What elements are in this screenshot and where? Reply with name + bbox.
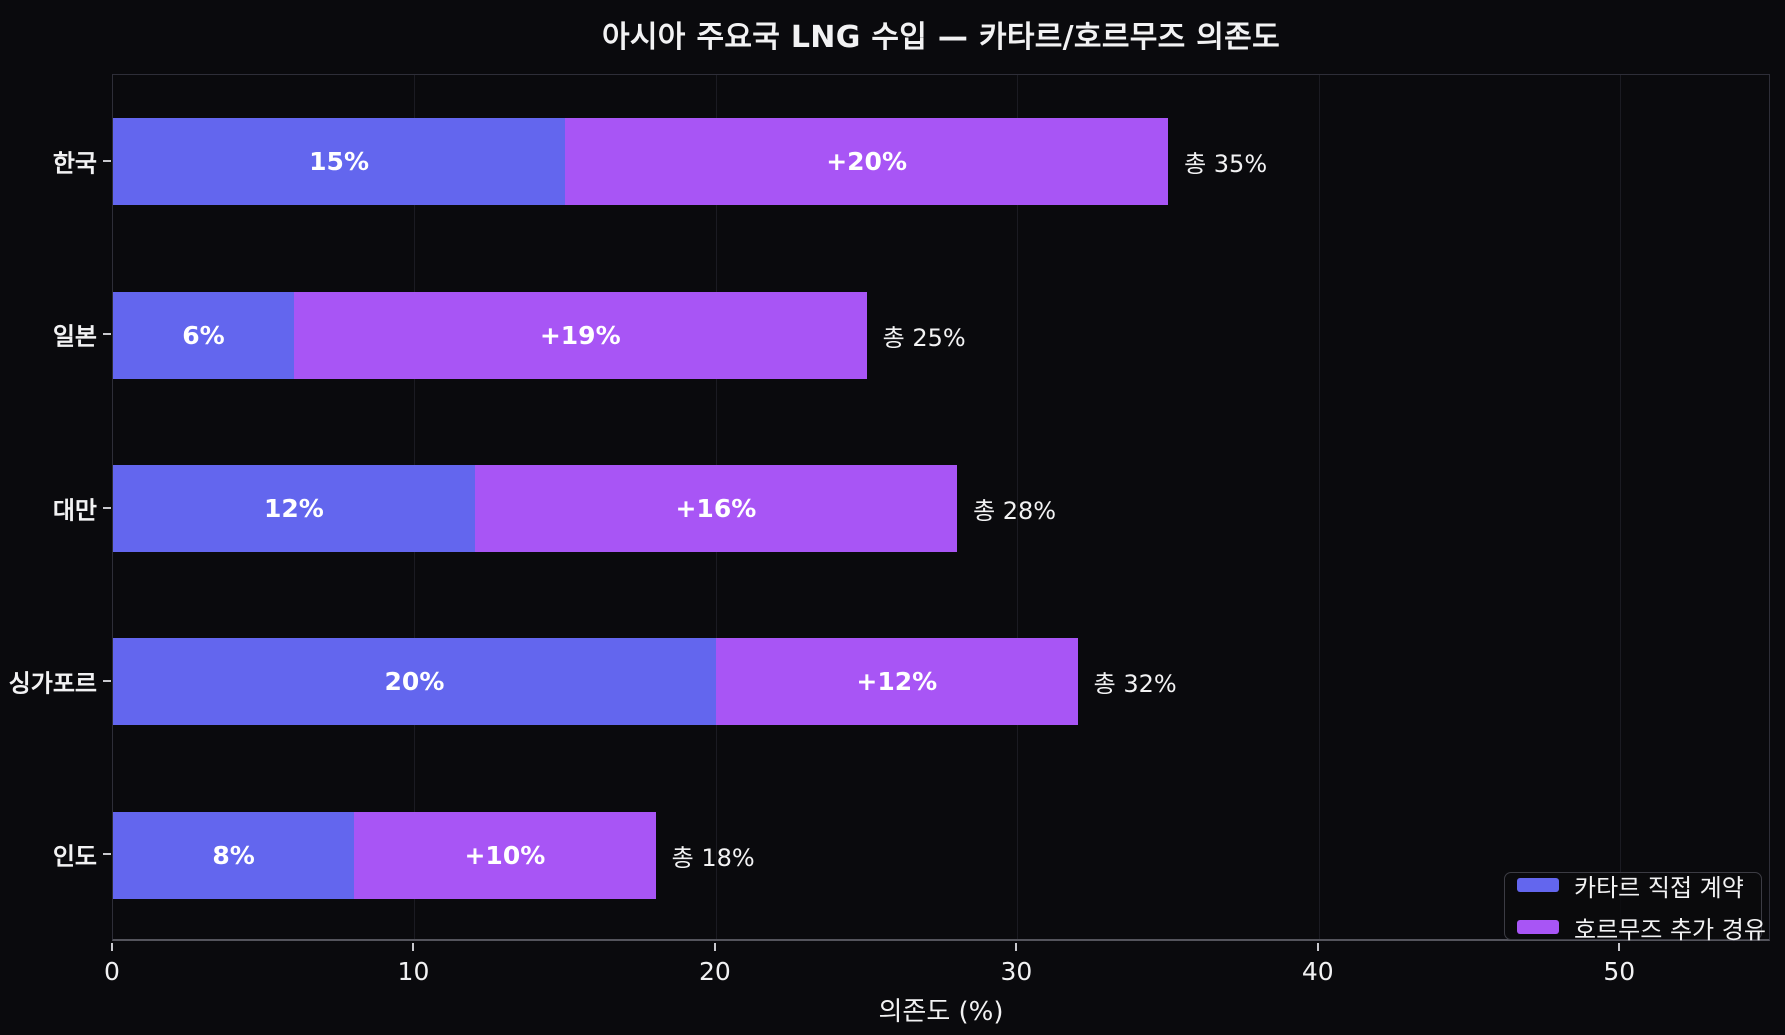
bar-row-4: 8% +10% 총 18% xyxy=(113,811,1769,899)
gridline-50 xyxy=(1620,75,1622,939)
bar-value-label: 12% xyxy=(263,494,324,523)
y-category-label-1: 일본 xyxy=(52,322,97,351)
y-category-label-3: 싱가포르 xyxy=(8,669,97,698)
x-tick-label-20: 20 xyxy=(699,957,731,986)
bar-segment-qatar-direct: 8% xyxy=(113,811,355,899)
bar-segment-hormuz-transit: +10% xyxy=(354,811,656,899)
bar-segment-qatar-direct: 12% xyxy=(113,465,475,552)
y-tick-0 xyxy=(103,159,111,162)
bar-value-label: 20% xyxy=(384,667,445,697)
bar-value-label: +16% xyxy=(675,494,757,523)
bar-segment-qatar-direct: 15% xyxy=(113,118,566,206)
y-category-label-4: 인도 xyxy=(52,842,97,871)
legend-item-qatar-direct: 카타르 직접 계약 xyxy=(1517,868,1749,903)
bar-segment-qatar-direct: 6% xyxy=(113,291,294,379)
legend-item-hormuz-transit: 호르무즈 추가 경유 xyxy=(1517,910,1766,945)
x-tick-label-30: 30 xyxy=(1000,957,1033,986)
y-category-label-0: 한국 xyxy=(52,149,97,178)
legend-label-qatar-direct: 카타르 직접 계약 xyxy=(1574,873,1744,902)
y-tick-4 xyxy=(103,853,111,856)
y-category-label-2: 대만 xyxy=(52,496,97,524)
plot-area: 15% +20% 총 35% 6% +19% 총 25% 12% +16% 총 28% 20% +1… xyxy=(112,74,1770,941)
bar-segment-hormuz-transit: +16% xyxy=(474,465,958,552)
y-tick-2 xyxy=(103,506,111,509)
x-tick-label-40: 40 xyxy=(1301,957,1334,986)
legend-label-hormuz-transit: 호르무즈 추가 경유 xyxy=(1574,915,1766,944)
bar-value-label: +19% xyxy=(539,320,621,350)
legend-swatch-qatar-direct xyxy=(1517,878,1559,892)
x-tick-0 xyxy=(111,943,113,951)
x-tick-20 xyxy=(713,943,716,951)
bar-segment-hormuz-transit: +19% xyxy=(293,291,867,379)
bar-value-label: 6% xyxy=(182,320,225,350)
total-label: 총 18% xyxy=(671,843,755,872)
gridline-30 xyxy=(1017,75,1019,939)
legend-swatch-hormuz-transit xyxy=(1517,920,1559,934)
x-tick-40 xyxy=(1316,943,1319,951)
x-tick-10 xyxy=(412,943,415,951)
bar-value-label: +20% xyxy=(826,147,908,177)
bar-row-0: 15% +20% 총 35% xyxy=(113,118,1769,206)
x-tick-label-0: 0 xyxy=(104,957,120,986)
total-label: 총 28% xyxy=(973,497,1057,525)
bar-row-1: 6% +19% 총 25% xyxy=(113,291,1769,379)
bar-value-label: 8% xyxy=(212,840,255,870)
bar-segment-hormuz-transit: +20% xyxy=(565,118,1169,206)
gridline-40 xyxy=(1318,75,1320,939)
bar-value-label: +10% xyxy=(464,840,546,870)
y-tick-3 xyxy=(103,679,111,682)
bar-row-3: 20% +12% 총 32% xyxy=(113,638,1769,726)
x-axis-title: 의존도 (%) xyxy=(878,997,1004,1027)
total-label: 총 32% xyxy=(1093,670,1177,699)
total-label: 총 25% xyxy=(882,323,966,352)
bar-segment-qatar-direct: 20% xyxy=(113,638,716,726)
x-tick-50 xyxy=(1618,943,1621,951)
y-tick-1 xyxy=(103,333,111,336)
total-label: 총 35% xyxy=(1184,150,1268,179)
bar-segment-hormuz-transit: +12% xyxy=(715,638,1078,726)
bar-value-label: 15% xyxy=(309,147,369,177)
x-tick-label-50: 50 xyxy=(1603,957,1636,986)
bar-row-2: 12% +16% 총 28% xyxy=(113,465,1769,552)
x-tick-label-10: 10 xyxy=(397,957,430,986)
bar-value-label: +12% xyxy=(856,667,938,697)
chart-title: 아시아 주요국 LNG 수입 — 카타르/호르무즈 의존도 xyxy=(602,20,1280,55)
x-tick-30 xyxy=(1015,943,1018,951)
